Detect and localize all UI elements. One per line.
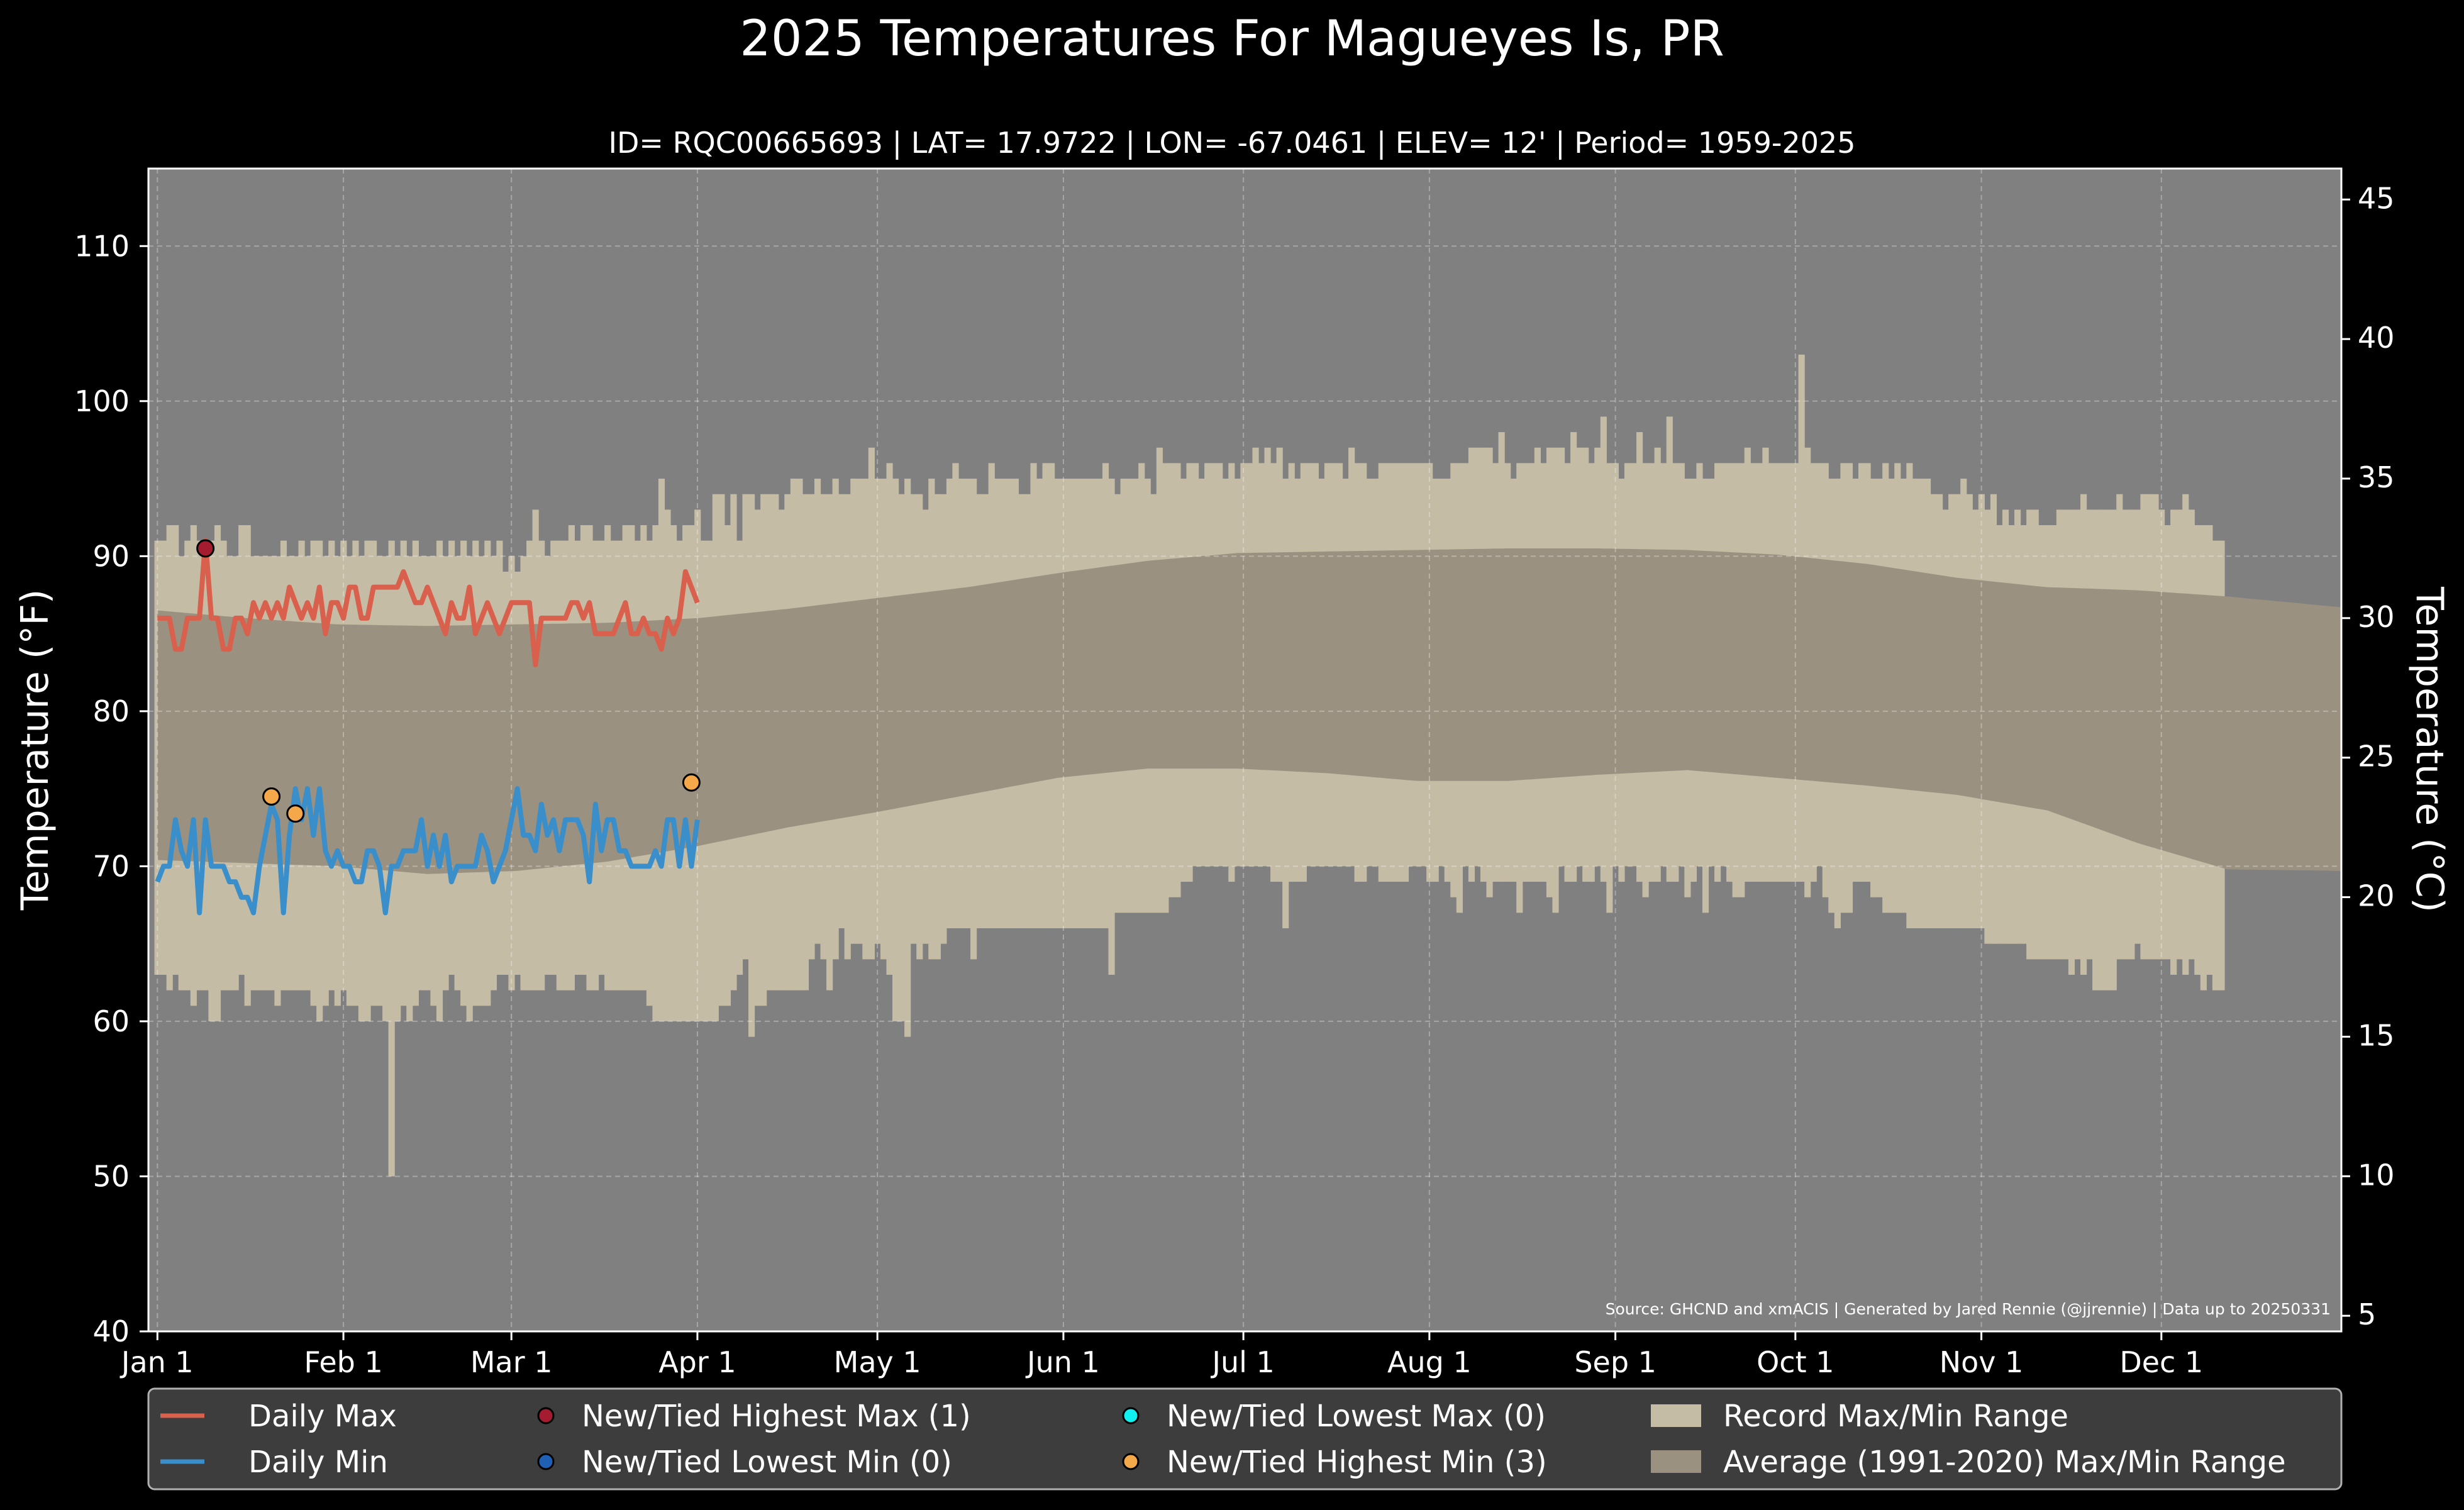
y2-tick-label: 40 <box>2358 321 2395 355</box>
y-tick-label: 40 <box>92 1314 130 1348</box>
legend-label: New/Tied Lowest Min (0) <box>582 1445 952 1480</box>
x-axis: Jan 1 Feb 1 Mar 1 Apr 1 May 1 Jun 1 Jul 1 Aug 1… <box>119 1331 2203 1379</box>
x-tick-label: Nov 1 <box>1940 1345 2024 1379</box>
y-axis-label: Temperature (°F) <box>13 589 57 911</box>
legend-label: New/Tied Highest Max (1) <box>582 1399 971 1434</box>
y-axis-right: 5 10 15 20 25 30 35 40 45 <box>2341 181 2395 1331</box>
legend-swatch <box>537 1453 555 1470</box>
x-tick-label: Jul 1 <box>1210 1345 1274 1379</box>
x-tick-label: Jan 1 <box>119 1345 194 1379</box>
y-tick-label: 110 <box>74 229 130 263</box>
y2-tick-label: 5 <box>2358 1297 2376 1331</box>
y-tick-label: 80 <box>92 694 130 728</box>
average-range-area <box>157 548 2341 874</box>
legend-label: New/Tied Lowest Max (0) <box>1167 1399 1546 1434</box>
source-note: Source: GHCND and xmACIS | Generated by … <box>1606 1300 2331 1318</box>
record-marker <box>262 787 281 806</box>
x-tick-label: May 1 <box>834 1345 921 1379</box>
record-marker <box>682 773 701 792</box>
y2-tick-label: 10 <box>2358 1158 2395 1192</box>
chart-title: 2025 Temperatures For Magueyes Is, PR <box>740 11 1724 67</box>
record-markers <box>196 539 701 823</box>
daily-min-line <box>155 786 700 916</box>
daily-max-line <box>157 538 700 667</box>
x-tick-label: Aug 1 <box>1387 1345 1472 1379</box>
y-tick-label: 50 <box>92 1159 130 1193</box>
y-tick-label: 90 <box>92 539 130 573</box>
y2-axis-label: Temperature (°C) <box>2407 586 2451 913</box>
y-tick-label: 100 <box>74 384 130 418</box>
legend-swatch <box>1122 1407 1140 1424</box>
plot-frame <box>147 167 2343 1333</box>
x-tick-label: Feb 1 <box>304 1345 382 1379</box>
x-tick-label: Jun 1 <box>1025 1345 1100 1379</box>
y2-tick-label: 25 <box>2358 740 2395 774</box>
record-marker <box>196 539 215 558</box>
legend-label: Daily Max <box>248 1399 397 1434</box>
x-tick-label: Dec 1 <box>2119 1345 2203 1379</box>
legend-box <box>147 1387 2343 1491</box>
y2-tick-label: 35 <box>2358 460 2395 494</box>
legend-label: New/Tied Highest Min (3) <box>1167 1445 1547 1480</box>
y2-tick-label: 45 <box>2358 181 2395 215</box>
y2-tick-label: 20 <box>2358 879 2395 913</box>
legend-label: Daily Min <box>248 1445 388 1480</box>
x-tick-label: Sep 1 <box>1574 1345 1657 1379</box>
y2-tick-label: 30 <box>2358 600 2395 634</box>
record-marker <box>286 804 305 823</box>
y-tick-label: 70 <box>92 849 130 883</box>
y2-tick-label: 15 <box>2358 1018 2395 1052</box>
legend-swatch <box>1651 1404 1701 1427</box>
y-tick-label: 60 <box>92 1004 130 1038</box>
x-tick-label: Apr 1 <box>658 1345 736 1379</box>
legend-swatch <box>537 1407 555 1424</box>
x-tick-label: Mar 1 <box>470 1345 553 1379</box>
x-tick-label: Oct 1 <box>1756 1345 1834 1379</box>
legend-swatch <box>1651 1450 1701 1473</box>
chart-subtitle: ID= RQC00665693 | LAT= 17.9722 | LON= -6… <box>608 126 1855 160</box>
legend-label: Record Max/Min Range <box>1723 1399 2068 1434</box>
legend-label: Average (1991-2020) Max/Min Range <box>1723 1445 2286 1480</box>
y-axis-left: 40 50 60 70 80 90 100 110 <box>74 229 148 1348</box>
legend-swatch <box>1122 1453 1140 1470</box>
legend: Daily Max Daily Min New/Tied Highest Max (… <box>147 1387 2343 1491</box>
